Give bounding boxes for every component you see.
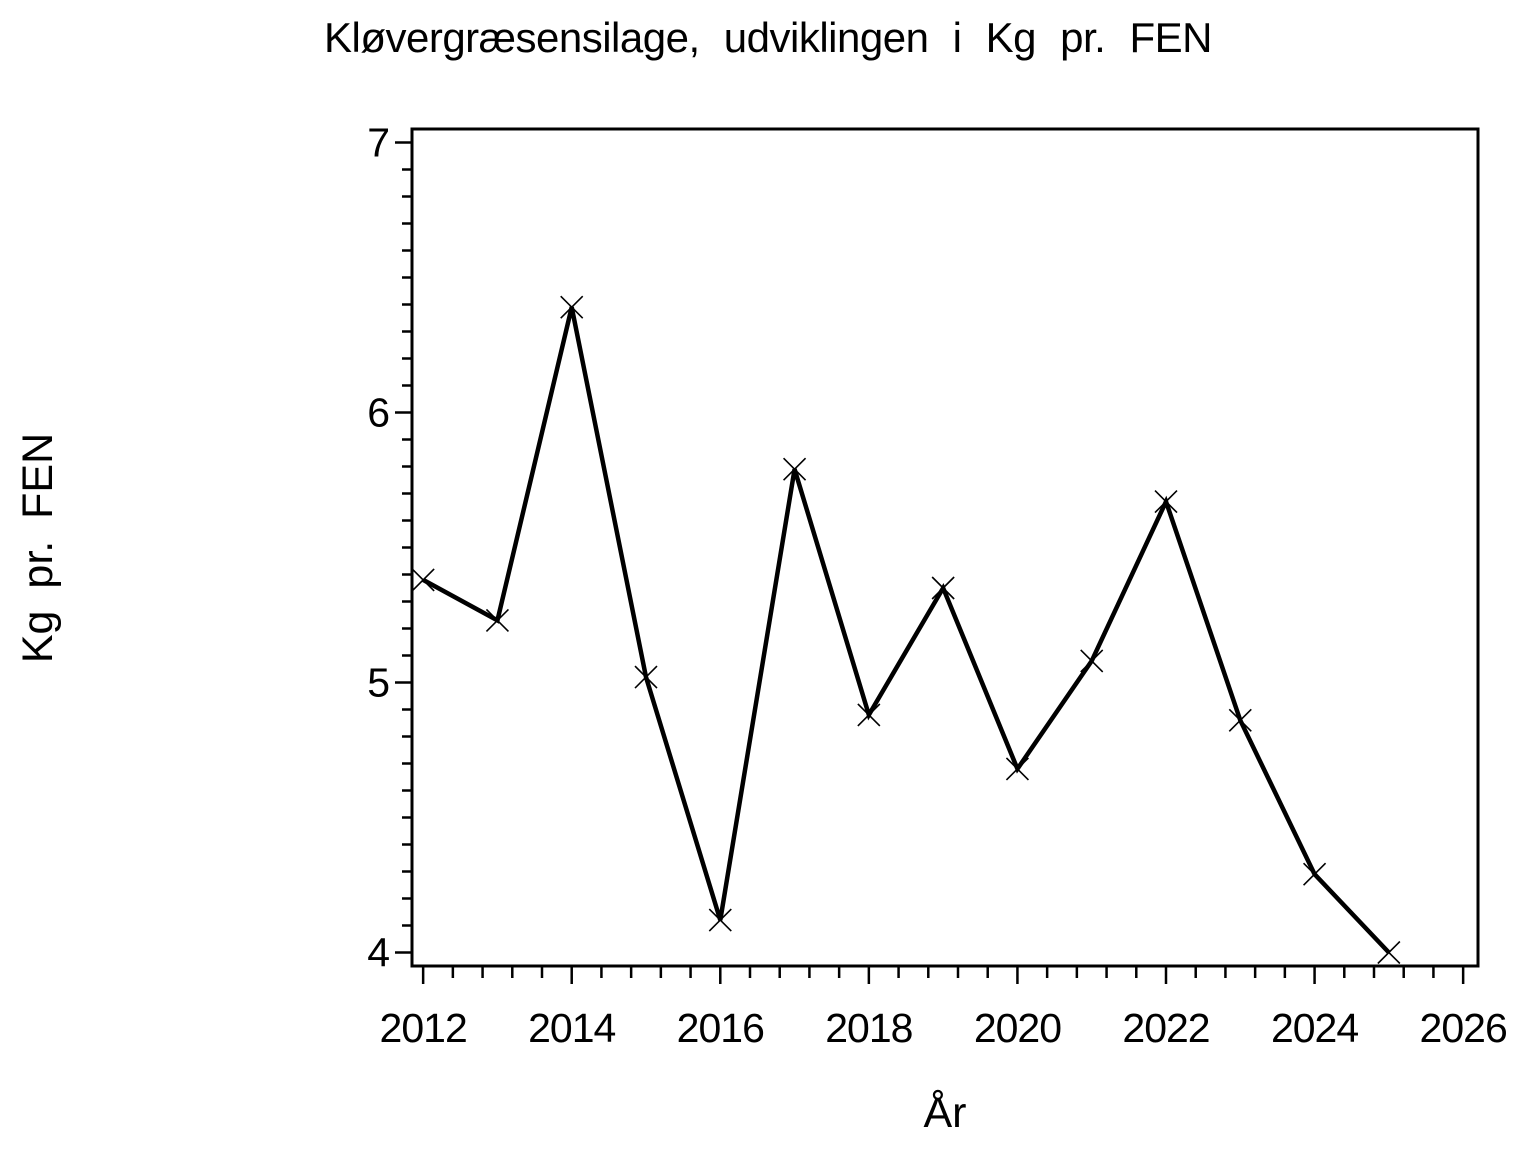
- data-point-marker-x: [857, 703, 881, 727]
- x-tick-label: 2014: [528, 1005, 615, 1051]
- y-tick-label: 6: [367, 390, 389, 436]
- data-point-marker-x: [411, 568, 435, 592]
- data-series: [411, 295, 1401, 965]
- y-tick-label: 5: [367, 660, 389, 706]
- data-point-marker-x: [1080, 649, 1104, 673]
- data-point-marker-x: [1228, 708, 1252, 732]
- data-point-marker-x: [1377, 940, 1401, 965]
- y-tick-label: 4: [367, 930, 389, 976]
- data-point-marker-x: [1005, 757, 1029, 781]
- data-point-marker-x: [931, 576, 955, 600]
- x-tick-label: 2026: [1420, 1005, 1507, 1051]
- data-line: [422, 306, 1391, 955]
- plot-area-border: [410, 127, 1480, 968]
- data-point-marker-x: [1303, 862, 1327, 886]
- x-axis-title: År: [924, 1089, 967, 1137]
- data-point-marker-x: [560, 295, 584, 319]
- axis-tick-labels: 2012 2014 2016 2018 2020 2022 2024 2026 4 5 6 7: [367, 120, 1508, 1052]
- data-point-marker-x: [708, 908, 732, 932]
- x-tick-label: 2012: [380, 1005, 467, 1051]
- data-point-marker-x: [1154, 490, 1178, 514]
- data-point-marker-x: [485, 608, 509, 632]
- x-tick-label: 2024: [1271, 1005, 1358, 1051]
- data-point-marker-x: [783, 457, 807, 481]
- x-tick-label: 2018: [825, 1005, 912, 1051]
- chart-title: Kløvergræsensilage, udviklingen i Kg pr.…: [324, 14, 1212, 61]
- y-axis-title: Kg pr. FEN: [14, 433, 62, 663]
- axis-ticks: [395, 141, 1465, 984]
- data-point-marker-x: [634, 665, 658, 689]
- x-tick-label: 2020: [974, 1005, 1061, 1051]
- y-tick-label: 7: [367, 120, 389, 166]
- x-tick-label: 2016: [677, 1005, 764, 1051]
- x-tick-label: 2022: [1122, 1005, 1209, 1051]
